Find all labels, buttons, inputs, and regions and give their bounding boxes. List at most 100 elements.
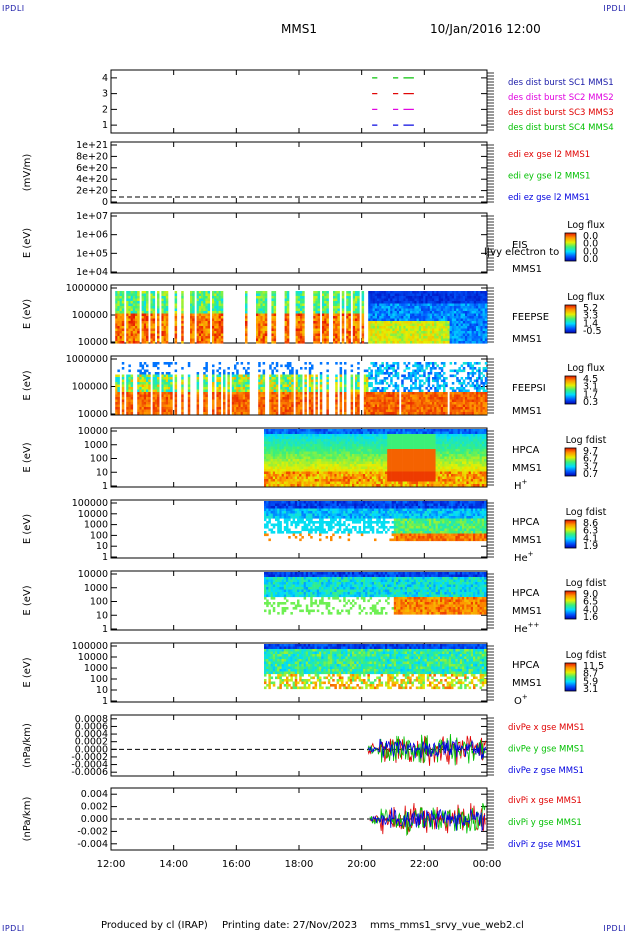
instrument-label: HPCA xyxy=(512,445,540,456)
y-tick-label: 10000 xyxy=(78,426,108,437)
colorbar-tick-label: 6.3 xyxy=(583,526,598,537)
y-tick-label: -0.004 xyxy=(77,839,108,850)
y-tick-label: 8e+20 xyxy=(76,151,108,162)
y-axis-label: (mV/m) xyxy=(22,154,33,192)
y-tick-label: 100000 xyxy=(72,310,108,321)
colorbar-tick-label: 9.0 xyxy=(583,589,598,600)
x-axis-labels: 12:00 14:00 16:00 18:00 20:00 22:00 00:00 xyxy=(97,859,502,870)
colorbar-tick-label: 11.5 xyxy=(583,661,604,672)
colorbar-tick-label: 1.6 xyxy=(583,612,598,623)
overlay-text: l|vy electron to xyxy=(484,247,559,258)
x-tick-label: 20:00 xyxy=(347,859,376,870)
colorbar-tick-label: 3.1 xyxy=(583,382,598,393)
legend-entry: edi ey gse l2 MMS1 xyxy=(508,172,590,182)
y-tick-label: 1000000 xyxy=(66,354,108,365)
y-tick-label: 2e+20 xyxy=(76,186,108,197)
colorbar-tick-label: 1.4 xyxy=(583,318,598,329)
spectrogram-cells xyxy=(264,429,487,487)
colorbar-title: Log flux xyxy=(567,363,605,374)
y-axis-label: (nPa/km) xyxy=(22,723,33,768)
y-axis-label: E (eV) xyxy=(22,442,33,472)
y-tick-label: 4 xyxy=(102,73,108,84)
series-line xyxy=(369,807,486,832)
y-axis-label: E (eV) xyxy=(22,299,33,329)
plot-date: 10/Jan/2016 12:00 xyxy=(430,22,541,36)
spectrogram-cells xyxy=(264,644,487,690)
y-tick-label: 1000 xyxy=(84,520,108,531)
y-tick-label: 100 xyxy=(90,674,108,685)
y-tick-label: 0.0000 xyxy=(75,744,108,755)
colorbar-tick-label: 3.7 xyxy=(583,461,598,472)
legend-entry: divPi x gse MMS1 xyxy=(508,796,582,806)
colorbar-tick-label: 0.0 xyxy=(583,254,598,265)
x-tick-label: 16:00 xyxy=(222,859,251,870)
y-tick-label: 10000 xyxy=(78,652,108,663)
panel-frame xyxy=(110,69,488,134)
y-tick-label: 0.004 xyxy=(81,789,108,800)
y-tick-label: 100 xyxy=(90,597,108,608)
y-tick-label: 100000 xyxy=(72,641,108,652)
colorbar-tick-label: 0.3 xyxy=(583,397,598,408)
panel-hpca_h: 1 10 100 1000 10000 E (eV) Log fdist9.76.73.70… xyxy=(22,426,607,492)
y-tick-label: 0.0006 xyxy=(75,721,108,732)
spacecraft-label: MMS1 xyxy=(512,606,542,617)
y-tick-label: 100 xyxy=(90,530,108,541)
colorbar xyxy=(564,590,577,620)
colorbar-tick-label: 8.6 xyxy=(583,518,598,529)
colorbar-tick-label: 1.9 xyxy=(583,541,598,552)
y-tick-label: 100000 xyxy=(72,498,108,509)
spacecraft-label: MMS1 xyxy=(512,463,542,474)
spectrogram-cells xyxy=(115,291,488,344)
corner-label-top-left: IPDLI xyxy=(2,4,25,13)
colorbar xyxy=(564,447,577,477)
y-tick-label: 1e+06 xyxy=(76,230,108,241)
corner-label-bottom-right: IPDLI xyxy=(603,924,626,933)
colorbar-tick-label: 4.5 xyxy=(583,374,598,385)
y-tick-label: 1000000 xyxy=(66,283,108,294)
colorbar-tick-label: 0.0 xyxy=(583,239,598,250)
x-tick-label: 00:00 xyxy=(473,859,502,870)
y-tick-label: 10 xyxy=(96,685,108,696)
colorbar xyxy=(564,519,577,549)
y-tick-label: 1e+05 xyxy=(76,248,108,259)
y-tick-label: 1000 xyxy=(84,440,108,451)
spacecraft-label: MMS1 xyxy=(512,535,542,546)
y-tick-label: 10 xyxy=(96,541,108,552)
colorbar xyxy=(564,304,577,334)
spacecraft-label: MMS1 xyxy=(512,334,542,345)
y-tick-label: -0.002 xyxy=(77,826,108,837)
y-tick-label: 10 xyxy=(96,610,108,621)
panel-hpca_he2: 1 10 100 1000 10000 E (eV) Log fdist9.06.54.01… xyxy=(22,569,607,635)
y-axis-label: E (eV) xyxy=(22,228,33,258)
y-tick-label: 0.0002 xyxy=(75,737,108,748)
legend-entry: divPi y gse MMS1 xyxy=(508,818,582,828)
y-tick-label: 4e+20 xyxy=(76,174,108,185)
y-tick-label: -0.0004 xyxy=(71,760,108,771)
y-tick-label: 10000 xyxy=(78,569,108,580)
instrument-label: HPCA xyxy=(512,517,540,528)
y-axis-label: E (eV) xyxy=(22,585,33,615)
legend-entry: divPe y gse MMS1 xyxy=(508,745,585,755)
panel-frame xyxy=(110,141,488,204)
panel-burst: 1 2 3 4 des dist burst SC1 MMS1 des dist burs… xyxy=(102,69,614,134)
y-tick-label: 0.002 xyxy=(81,802,108,813)
colorbar-tick-label: -0.5 xyxy=(583,326,602,337)
x-tick-label: 22:00 xyxy=(410,859,439,870)
series-line xyxy=(367,738,486,760)
y-tick-label: 1e+07 xyxy=(76,211,108,222)
spacecraft-label: MMS1 xyxy=(512,406,542,417)
y-tick-label: -0.0002 xyxy=(71,752,108,763)
legend-entry: des dist burst SC3 MMS3 xyxy=(508,108,614,118)
colorbar-tick-label: 3.3 xyxy=(583,311,598,322)
y-tick-label: 10 xyxy=(96,467,108,478)
colorbar-title: Log fdist xyxy=(566,650,607,661)
y-tick-label: 1 xyxy=(102,552,108,563)
colorbar-tick-label: 6.5 xyxy=(583,597,598,608)
colorbar-title: Log fdist xyxy=(566,435,607,446)
ion-species-label: He+ xyxy=(514,550,534,564)
colorbar-tick-label: 9.7 xyxy=(583,446,598,457)
